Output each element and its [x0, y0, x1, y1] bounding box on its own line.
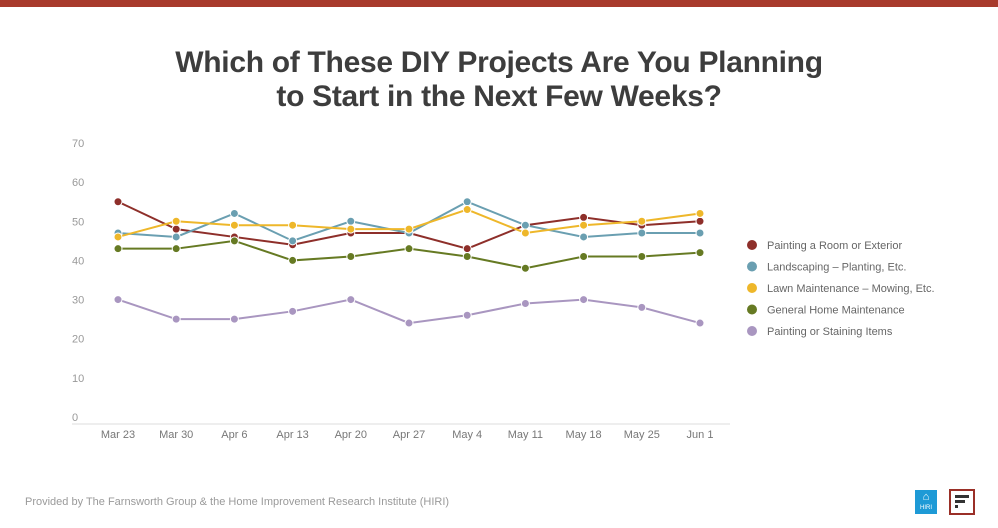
data-point: [229, 236, 239, 246]
data-point: [229, 208, 239, 218]
data-point: [637, 302, 647, 312]
data-point: [695, 248, 705, 258]
x-tick-label: Apr 27: [393, 429, 425, 441]
legend-label: Painting a Room or Exterior: [767, 240, 902, 252]
x-tick-label: May 11: [508, 429, 543, 441]
title-line-2: to Start in the Next Few Weeks?: [276, 80, 722, 113]
legend-label: Landscaping – Planting, Etc.: [767, 262, 906, 274]
data-point: [346, 224, 356, 234]
data-point: [695, 228, 705, 238]
data-point: [637, 216, 647, 226]
data-point: [462, 205, 472, 215]
data-point: [404, 318, 414, 328]
data-point: [520, 220, 530, 230]
source-footer: Provided by The Farnsworth Group & the H…: [25, 496, 450, 508]
data-point: [579, 212, 589, 222]
x-tick-label: Mar 23: [101, 429, 135, 441]
data-point: [404, 244, 414, 254]
y-tick-label: 20: [72, 334, 84, 346]
data-point: [579, 252, 589, 262]
data-point: [171, 224, 181, 234]
y-tick-label: 40: [72, 255, 84, 267]
legend-label: Painting or Staining Items: [767, 326, 893, 338]
data-point: [462, 244, 472, 254]
data-point: [113, 197, 123, 207]
y-tick-label: 60: [72, 177, 84, 189]
data-point: [579, 220, 589, 230]
x-tick-label: Apr 13: [276, 429, 308, 441]
data-point: [346, 252, 356, 262]
hiri-logo: ⌂ HIRI: [915, 490, 937, 514]
data-point: [520, 228, 530, 238]
data-point: [462, 310, 472, 320]
data-point: [346, 295, 356, 305]
data-point: [113, 244, 123, 254]
legend-label: General Home Maintenance: [767, 305, 905, 317]
chart-title: Which of These DIY Projects Are You Plan…: [0, 46, 998, 114]
data-point: [462, 252, 472, 262]
data-point: [171, 244, 181, 254]
data-point: [288, 306, 298, 316]
legend-label: Lawn Maintenance – Mowing, Etc.: [767, 283, 935, 295]
data-point: [229, 314, 239, 324]
y-tick-label: 30: [72, 295, 84, 307]
data-point: [695, 208, 705, 218]
data-point: [695, 216, 705, 226]
data-point: [171, 232, 181, 242]
data-point: [695, 318, 705, 328]
y-tick-label: 70: [72, 138, 84, 150]
title-line-1: Which of These DIY Projects Are You Plan…: [175, 46, 823, 79]
x-tick-label: Apr 6: [221, 429, 247, 441]
x-tick-label: May 4: [452, 429, 482, 441]
data-point: [288, 220, 298, 230]
top-accent-bar: [0, 0, 998, 7]
data-point: [404, 224, 414, 234]
y-tick-label: 0: [72, 412, 78, 424]
x-tick-label: Apr 20: [335, 429, 367, 441]
legend-marker: [747, 240, 757, 250]
farnsworth-logo: [949, 489, 975, 515]
x-tick-label: May 18: [566, 429, 602, 441]
legend-marker: [747, 326, 757, 336]
x-tick-label: May 25: [624, 429, 660, 441]
y-tick-label: 10: [72, 373, 84, 385]
x-tick-label: Jun 1: [687, 429, 714, 441]
x-tick-label: Mar 30: [159, 429, 193, 441]
data-point: [171, 216, 181, 226]
data-point: [637, 228, 647, 238]
data-point: [520, 298, 530, 308]
y-tick-label: 50: [72, 216, 84, 228]
data-point: [113, 232, 123, 242]
data-point: [288, 236, 298, 246]
data-point: [229, 220, 239, 230]
data-point: [171, 314, 181, 324]
legend-marker: [747, 304, 757, 315]
data-point: [637, 252, 647, 262]
data-point: [579, 232, 589, 242]
legend-marker: [747, 283, 757, 293]
data-point: [520, 263, 530, 273]
data-point: [346, 216, 356, 226]
data-point: [113, 295, 123, 305]
data-point: [462, 197, 472, 207]
legend-marker: [747, 261, 757, 272]
data-point: [288, 255, 298, 265]
data-point: [579, 295, 589, 305]
